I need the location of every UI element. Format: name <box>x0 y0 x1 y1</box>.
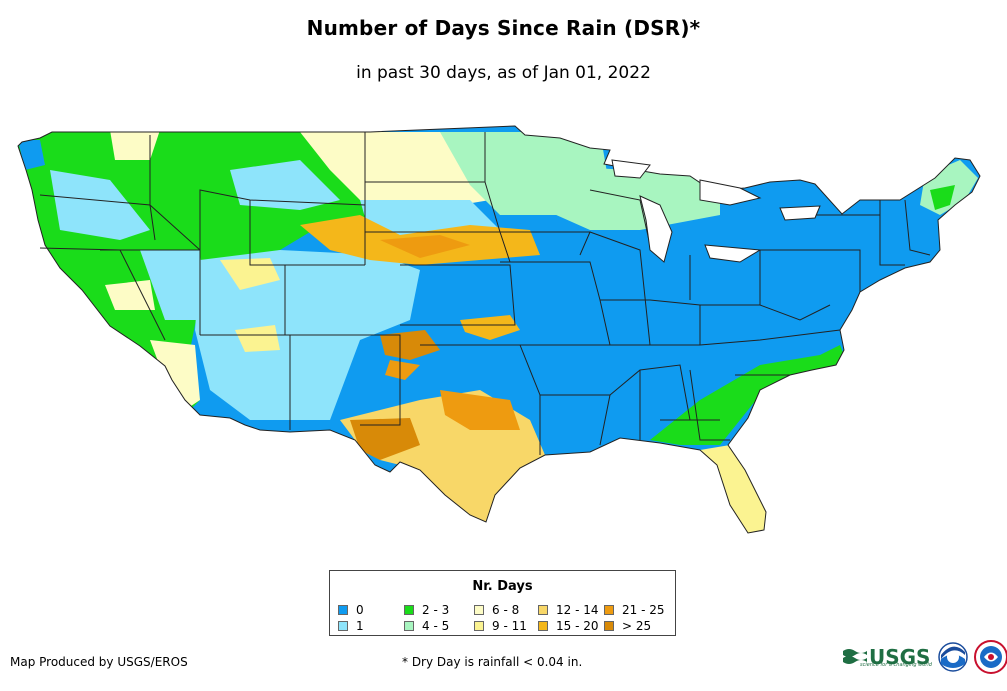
map-subtitle: in past 30 days, as of Jan 01, 2022 <box>356 63 651 83</box>
legend-swatch <box>404 605 414 615</box>
legend-swatch <box>538 621 548 631</box>
usgs-logo-text: USGS <box>869 645 931 669</box>
legend-label: > 25 <box>622 619 652 633</box>
legend-label: 1 <box>356 619 364 633</box>
legend-label: 6 - 8 <box>492 603 520 617</box>
legend-label: 0 <box>356 603 364 617</box>
usgs-logo: USGS <box>843 645 930 669</box>
agency-logos: USGS <box>843 640 1007 674</box>
legend: Nr. Days 0 1 2 - 3 4 - 5 6 - 8 9 - 11 12… <box>329 570 676 636</box>
legend-item: 2 - 3 <box>404 603 449 617</box>
legend-swatch <box>604 621 614 631</box>
legend-swatch <box>404 621 414 631</box>
noaa-logo-icon <box>938 642 969 672</box>
legend-item: 0 <box>338 603 364 617</box>
legend-swatch <box>538 605 548 615</box>
map-title: Number of Days Since Rain (DSR)* <box>306 16 701 40</box>
legend-label: 12 - 14 <box>556 603 599 617</box>
legend-label: 9 - 11 <box>492 619 527 633</box>
credit-text: Map Produced by USGS/EROS <box>10 655 188 669</box>
legend-item: 6 - 8 <box>474 603 519 617</box>
legend-swatch <box>474 621 484 631</box>
legend-title: Nr. Days <box>472 579 533 594</box>
legend-item: 21 - 25 <box>604 603 665 617</box>
legend-item: 9 - 11 <box>474 619 527 633</box>
usgs-tagline: science for a changing world <box>860 662 932 668</box>
legend-item: 15 - 20 <box>538 619 599 633</box>
legend-item: 12 - 14 <box>538 603 599 617</box>
legend-item: 4 - 5 <box>404 619 449 633</box>
footnote-text: * Dry Day is rainfall < 0.04 in. <box>402 655 583 669</box>
legend-item: 1 <box>338 619 364 633</box>
legend-swatch <box>338 621 348 631</box>
legend-item: > 25 <box>604 619 651 633</box>
legend-swatch <box>474 605 484 615</box>
legend-swatch <box>604 605 614 615</box>
legend-swatch <box>338 605 348 615</box>
legend-label: 4 - 5 <box>422 619 450 633</box>
legend-label: 21 - 25 <box>622 603 665 617</box>
legend-label: 15 - 20 <box>556 619 599 633</box>
usgs-wave-icon <box>843 649 867 664</box>
nws-logo-icon <box>974 640 1007 674</box>
legend-label: 2 - 3 <box>422 603 450 617</box>
